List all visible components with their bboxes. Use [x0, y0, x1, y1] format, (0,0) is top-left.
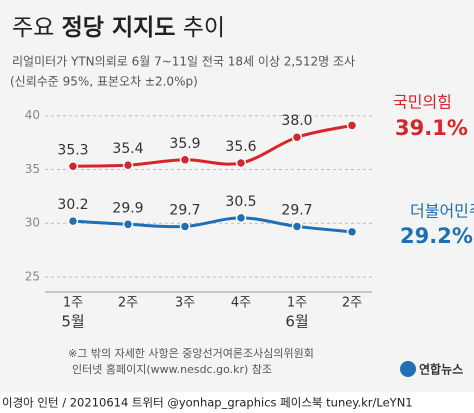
- point: [235, 157, 247, 169]
- logo-icon: [400, 361, 416, 377]
- point: [291, 131, 303, 143]
- point: [122, 159, 134, 171]
- value-label: 29.7: [169, 202, 200, 218]
- value-label: 30.2: [57, 197, 88, 213]
- value-label: 38.0: [281, 113, 312, 129]
- x-group-label: 6월: [285, 313, 308, 331]
- legend-label: 더불어민주당: [410, 202, 474, 221]
- title-part: 정당 지지도: [62, 15, 176, 41]
- point: [235, 212, 247, 224]
- logo: 연합뉴스: [419, 362, 463, 377]
- title-part: 추이: [183, 15, 225, 41]
- x-tick-label: 3주: [175, 296, 195, 311]
- x-tick-label: 4주: [231, 296, 251, 311]
- y-tick-label: 35: [25, 162, 40, 176]
- point: [67, 161, 79, 172]
- value-label: 29.7: [281, 202, 312, 218]
- value-label: 29.9: [112, 200, 143, 216]
- point: [179, 221, 191, 232]
- x-tick-label: 1주: [63, 296, 83, 311]
- value-label: 39.1%: [395, 116, 468, 140]
- note: 인터넷 홈페이지(www.nesdc.go.kr) 참조: [72, 362, 272, 376]
- credit: 이경아 인턴 / 20210614 트위터 @yonhap_graphics 페…: [2, 396, 413, 410]
- value-label: 35.3: [57, 142, 88, 158]
- point: [346, 226, 358, 238]
- y-tick-label: 25: [25, 269, 40, 283]
- point: [346, 120, 358, 131]
- point: [122, 219, 134, 230]
- credit-bar: [0, 392, 474, 413]
- background: [0, 0, 474, 392]
- subtitle: (신뢰수준 95%, 표본오차 ±2.0%p): [10, 75, 198, 89]
- value-label: 29.2%: [400, 224, 473, 248]
- x-tick-label: 2주: [118, 296, 138, 311]
- x-group-label: 5월: [61, 313, 84, 331]
- value-label: 30.5: [225, 194, 256, 210]
- point: [291, 221, 303, 232]
- point: [179, 154, 191, 166]
- y-tick-label: 30: [25, 216, 40, 230]
- chart-title: 주요 정당 지지도 추이: [12, 15, 225, 41]
- y-tick-label: 40: [25, 108, 40, 122]
- point: [67, 215, 79, 227]
- legend-label: 국민의힘: [393, 93, 452, 112]
- x-tick-label: 1주: [287, 296, 307, 311]
- subtitle: 리얼미터가 YTN의뢰로 6월 7~11일 전국 18세 이상 2,512명 조…: [12, 55, 355, 69]
- value-label: 35.9: [169, 136, 200, 152]
- value-label: 35.4: [112, 141, 143, 157]
- title-part: 주요: [12, 15, 54, 41]
- note: ※그 밖의 자세한 사항은 중앙선거여론조사심의위원회: [68, 347, 314, 360]
- value-label: 35.6: [225, 139, 256, 155]
- x-tick-label: 2주: [342, 296, 362, 311]
